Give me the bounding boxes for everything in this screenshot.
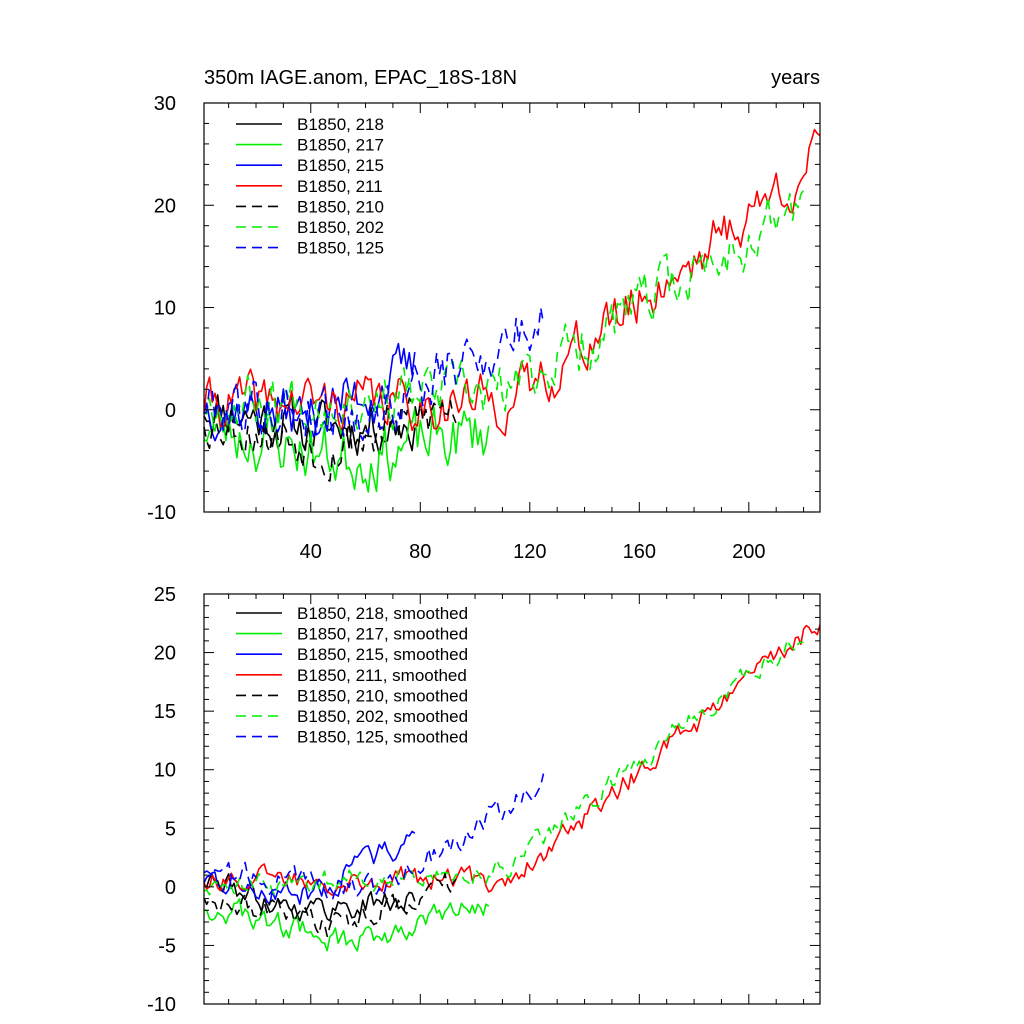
top-ytick-label: 30 xyxy=(154,93,176,115)
top-legend-label-5: B1850, 210 xyxy=(297,197,384,216)
top-series-line-6 xyxy=(203,189,805,435)
top-xtick-label: 40 xyxy=(300,541,322,563)
bottom-series-line-5 xyxy=(203,872,457,938)
bottom-ytick-label: 10 xyxy=(154,760,176,782)
top-ytick-label: 20 xyxy=(154,195,176,217)
top-series-line-2 xyxy=(203,405,490,493)
top-ytick-label: -10 xyxy=(147,502,176,524)
bottom-series-line-7 xyxy=(203,773,545,901)
top-legend-label-6: B1850, 202 xyxy=(297,218,384,237)
bottom-series-line-1 xyxy=(203,873,416,922)
bottom-legend: B1850, 218, smoothed B1850, 217, smoothed… xyxy=(236,604,468,747)
top-ytick-label: 0 xyxy=(165,400,176,422)
bottom-legend-label-3: B1850, 215, smoothed xyxy=(297,645,468,664)
bottom-ytick-label: 0 xyxy=(165,877,176,899)
bottom-axes: -10 -5 0 5 10 15 20 25 xyxy=(147,584,821,1016)
top-ytick-label: 10 xyxy=(154,298,176,320)
top-legend-label-1: B1850, 218 xyxy=(297,115,384,134)
bottom-ytick-label: 15 xyxy=(154,701,176,723)
bottom-legend-label-1: B1850, 218, smoothed xyxy=(297,604,468,623)
top-legend-label-4: B1850, 211 xyxy=(297,177,383,196)
bottom-ytick-label: 5 xyxy=(165,818,176,840)
bottom-legend-label-6: B1850, 202, smoothed xyxy=(297,707,468,726)
top-series-line-4 xyxy=(203,128,821,437)
top-legend-label-2: B1850, 217 xyxy=(297,136,384,155)
bottom-legend-label-4: B1850, 211, smoothed xyxy=(297,666,467,685)
bottom-series-line-6 xyxy=(203,639,804,897)
bottom-legend-label-5: B1850, 210, smoothed xyxy=(297,686,468,705)
top-legend-label-3: B1850, 215 xyxy=(297,156,384,175)
top-chart: 350m IAGE.anom, EPAC_18S-18N years -10 0 1… xyxy=(147,67,821,563)
bottom-ytick-label: -5 xyxy=(158,935,176,957)
bottom-legend-label-7: B1850, 125, smoothed xyxy=(297,728,468,747)
top-chart-title-right: years xyxy=(771,67,820,89)
bottom-plot-frame xyxy=(203,593,821,1005)
top-xtick-label: 120 xyxy=(513,541,546,563)
top-series-line-7 xyxy=(203,306,545,442)
bottom-ytick-label: 20 xyxy=(154,643,176,665)
top-axes: -10 0 10 20 30 40 80 120 160 200 xyxy=(147,93,821,563)
top-xtick-label: 200 xyxy=(732,541,765,563)
top-xtick-label: 80 xyxy=(409,541,431,563)
top-xtick-label: 160 xyxy=(623,541,656,563)
bottom-legend-label-2: B1850, 217, smoothed xyxy=(297,625,468,644)
bottom-ytick-label: 25 xyxy=(154,584,176,606)
top-series-layer xyxy=(203,128,821,493)
bottom-series-layer xyxy=(203,624,821,952)
top-series-line-3 xyxy=(203,342,416,442)
bottom-series-line-2 xyxy=(204,898,490,952)
top-series-line-5 xyxy=(203,397,457,482)
bottom-ytick-label: -10 xyxy=(147,994,176,1016)
top-legend-label-7: B1850, 125 xyxy=(297,239,384,258)
top-chart-title: 350m IAGE.anom, EPAC_18S-18N xyxy=(204,67,517,89)
